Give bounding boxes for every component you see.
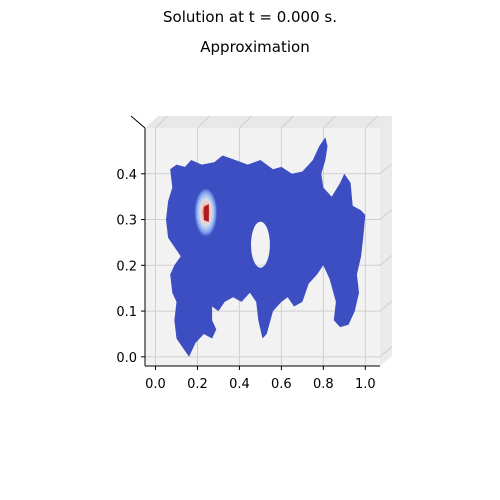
y-tick-label: 0.2 bbox=[116, 259, 137, 274]
x-tick-label: 0.0 bbox=[145, 377, 166, 392]
right-pane bbox=[380, 116, 392, 366]
y-tick-label: 0.4 bbox=[116, 168, 137, 183]
top-pane bbox=[145, 116, 392, 128]
surface-peak-tip bbox=[204, 204, 209, 222]
y-tick-label: 0.0 bbox=[116, 351, 137, 366]
x-tick-label: 0.8 bbox=[313, 377, 334, 392]
y-tick-label: 0.1 bbox=[116, 305, 137, 320]
y-tick-label: 0.3 bbox=[116, 214, 137, 229]
x-tick-label: 1.0 bbox=[355, 377, 376, 392]
y-axis-ticks: 0.0 0.1 0.2 0.3 0.4 bbox=[116, 168, 145, 366]
z-axis-line bbox=[131, 116, 145, 128]
x-tick-label: 0.4 bbox=[229, 377, 250, 392]
figure-title: Solution at t = 0.000 s. bbox=[163, 8, 337, 26]
x-axis-ticks: 0.0 0.2 0.4 0.6 0.8 1.0 bbox=[145, 366, 376, 392]
axes-title: Approximation bbox=[200, 38, 309, 56]
x-tick-label: 0.2 bbox=[187, 377, 208, 392]
x-tick-label: 0.6 bbox=[271, 377, 292, 392]
